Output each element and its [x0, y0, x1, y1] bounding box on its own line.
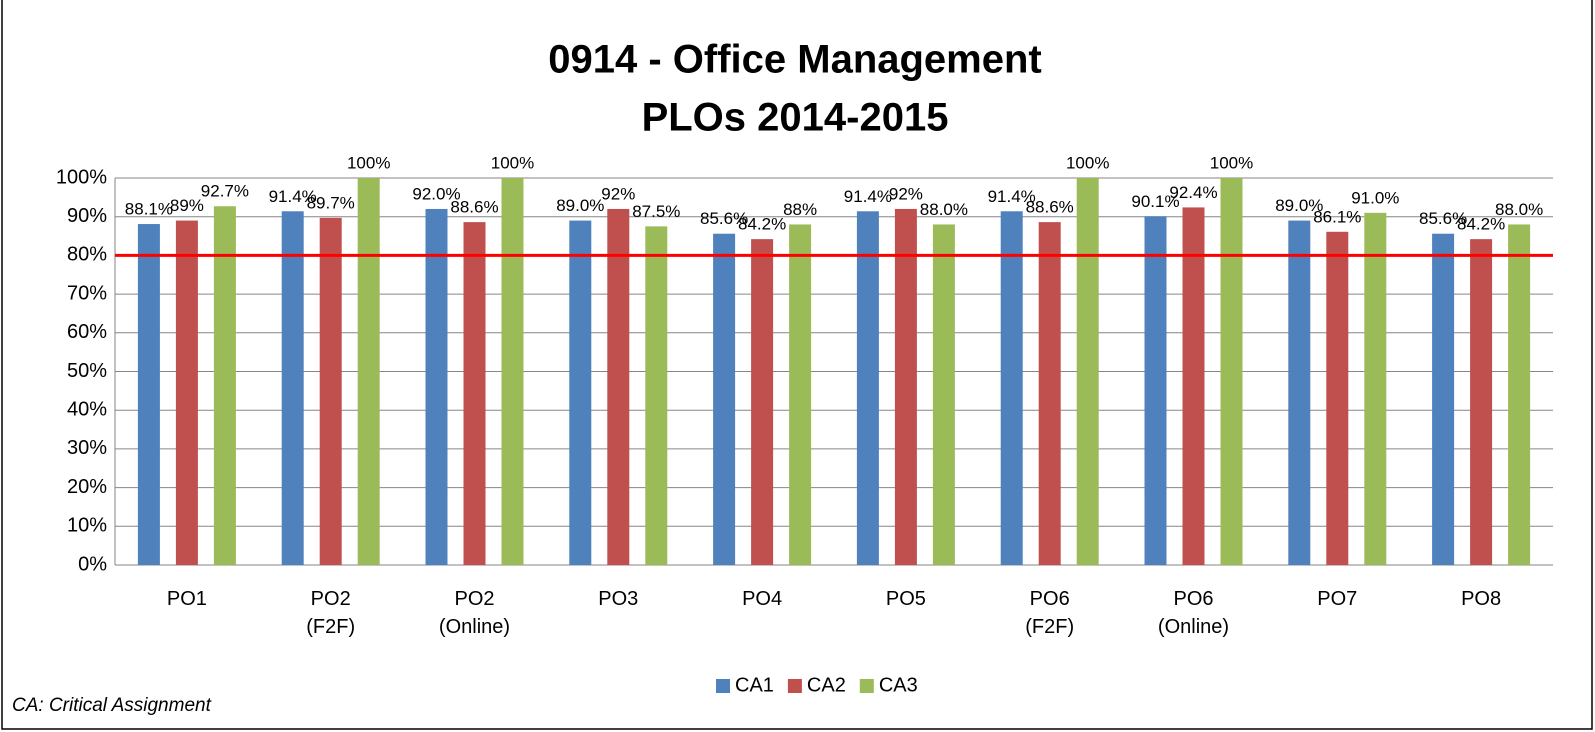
x-tick-label: PO8 — [1461, 588, 1502, 610]
data-label: 86.1% — [1313, 207, 1361, 226]
bar — [501, 178, 524, 565]
y-tick-label: 70% — [67, 282, 107, 304]
y-tick-label: 90% — [67, 205, 107, 227]
data-label: 92.7% — [201, 182, 249, 201]
y-tick-label: 100% — [56, 166, 107, 188]
data-label: 89.0% — [1275, 196, 1323, 215]
data-label: 91.0% — [1351, 188, 1399, 207]
footnote: CA: Critical Assignment — [12, 695, 212, 716]
x-tick-label: PO3 — [598, 588, 639, 610]
bar — [569, 220, 592, 565]
y-tick-label: 40% — [67, 398, 107, 420]
bar — [645, 226, 668, 565]
bar — [1000, 211, 1023, 566]
bar — [1508, 224, 1531, 565]
chart-title: PLOs 2014-2015 — [642, 96, 949, 140]
chart-title: 0914 - Office Management — [548, 38, 1042, 82]
x-tick-label: PO2 (F2F) — [306, 588, 356, 638]
bar — [1432, 233, 1455, 565]
bar — [425, 208, 448, 565]
data-label: 88.0% — [1495, 200, 1543, 219]
data-label: 88.0% — [920, 200, 968, 219]
x-tick-label: PO6 (F2F) — [1025, 588, 1075, 638]
bar — [137, 224, 160, 566]
data-label: 91.4% — [269, 187, 317, 206]
bar — [1038, 222, 1061, 566]
bar — [281, 211, 304, 566]
legend-swatch — [859, 679, 874, 693]
bar — [894, 208, 917, 565]
data-label: 100% — [1066, 153, 1109, 172]
x-tick-label: PO5 — [885, 588, 926, 610]
bar — [1182, 207, 1205, 566]
data-label: 85.6% — [700, 209, 748, 228]
bar — [932, 224, 955, 565]
x-tick-label: PO7 — [1317, 588, 1358, 610]
y-tick-label: 30% — [67, 437, 107, 459]
data-label: 88.1% — [125, 200, 173, 219]
data-label: 89% — [170, 196, 204, 215]
bar — [463, 222, 486, 566]
bar — [1076, 178, 1099, 565]
data-label: 92% — [889, 184, 923, 203]
data-label: 91.4% — [844, 187, 892, 206]
x-tick-label: PO2 (Online) — [438, 588, 511, 638]
y-tick-label: 80% — [67, 244, 107, 266]
data-label: 88.6% — [1026, 198, 1074, 217]
y-tick-label: 20% — [67, 476, 107, 498]
data-label: 100% — [347, 153, 390, 172]
bar — [1288, 220, 1311, 565]
data-label: 91.4% — [988, 187, 1036, 206]
data-label: 89.7% — [307, 193, 355, 212]
data-label: 92% — [601, 184, 635, 203]
x-tick-label: PO6 (Online) — [1157, 588, 1230, 638]
bar — [1470, 239, 1493, 565]
bar — [607, 208, 630, 565]
data-label: 84.2% — [738, 215, 786, 234]
data-label: 92.4% — [1169, 183, 1217, 202]
x-tick-label: PO4 — [742, 588, 783, 610]
data-label: 89.0% — [556, 196, 604, 215]
data-label: 88% — [783, 200, 817, 219]
legend-label: CA2 — [807, 674, 846, 696]
legend-swatch — [787, 679, 802, 693]
data-label: 85.6% — [1419, 209, 1467, 228]
legend-label: CA1 — [735, 674, 774, 696]
data-label: 88.6% — [450, 198, 498, 217]
bar — [856, 211, 879, 566]
y-tick-label: 60% — [67, 321, 107, 343]
bar — [175, 220, 198, 565]
bar — [319, 217, 342, 565]
data-label: 92.0% — [412, 184, 460, 203]
bar — [713, 233, 736, 565]
data-label: 84.2% — [1457, 215, 1505, 234]
data-label: 90.1% — [1131, 192, 1179, 211]
data-label: 100% — [1210, 153, 1253, 172]
y-tick-label: 50% — [67, 360, 107, 382]
bar — [357, 178, 380, 565]
y-tick-label: 10% — [67, 515, 107, 537]
x-tick-label: PO1 — [166, 588, 207, 610]
y-tick-label: 0% — [78, 553, 107, 575]
legend-swatch — [716, 679, 730, 693]
bar — [1364, 212, 1387, 565]
bar — [1220, 178, 1243, 565]
data-label: 100% — [491, 153, 534, 172]
legend-label: CA3 — [879, 674, 918, 696]
bar — [751, 239, 774, 565]
data-label: 87.5% — [632, 202, 680, 221]
bar — [789, 224, 812, 565]
bar — [213, 206, 236, 565]
bar — [1326, 231, 1349, 565]
bar — [1144, 216, 1167, 566]
